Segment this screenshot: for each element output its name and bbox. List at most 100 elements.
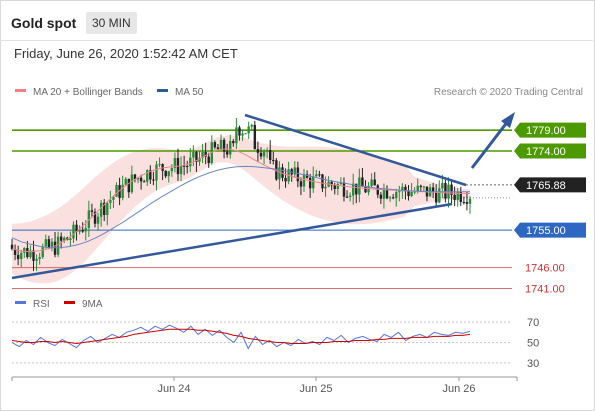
candle-body bbox=[155, 164, 158, 181]
legend-rsi-ma: 9MA bbox=[82, 299, 103, 310]
candle-body bbox=[438, 188, 441, 203]
candle-body bbox=[333, 185, 336, 189]
candle-body bbox=[96, 216, 100, 224]
candle-body bbox=[308, 177, 312, 189]
candle-body bbox=[87, 210, 91, 228]
candle-body bbox=[112, 196, 115, 200]
price-level-label-1765.88: 1765.88 bbox=[526, 180, 566, 192]
candle-body bbox=[339, 182, 343, 184]
forecast-arrow-head bbox=[501, 112, 515, 128]
price-tag-1779.00 bbox=[514, 122, 586, 138]
rsi-ma-line bbox=[11, 328, 471, 345]
candle-body bbox=[124, 178, 127, 185]
candle-body bbox=[13, 249, 17, 255]
candle-body bbox=[272, 159, 275, 161]
candle-body bbox=[244, 133, 247, 135]
candle-body bbox=[305, 174, 309, 178]
candle-body bbox=[318, 174, 321, 176]
legend-ma50: MA 50 bbox=[175, 87, 204, 98]
candle-body bbox=[388, 197, 392, 199]
candle-body bbox=[136, 177, 140, 180]
price-level-label-1779.00: 1779.00 bbox=[526, 125, 566, 137]
candle-body bbox=[158, 164, 161, 166]
candle-body bbox=[121, 184, 124, 198]
candle-body bbox=[302, 174, 306, 187]
price-level-label-1741.00: 1741.00 bbox=[525, 284, 565, 296]
candle-body bbox=[404, 186, 407, 192]
candle-body bbox=[189, 157, 192, 167]
candle-body bbox=[299, 181, 303, 187]
candle-body bbox=[81, 229, 84, 232]
candle-body bbox=[253, 124, 257, 150]
price-tag-1755.00 bbox=[514, 222, 586, 238]
candle-body bbox=[26, 247, 29, 258]
candle-body bbox=[35, 258, 38, 261]
candle-body bbox=[247, 126, 250, 134]
x-tick-label-jun-26: Jun 26 bbox=[442, 383, 475, 395]
interval-badge[interactable]: 30 MIN bbox=[86, 12, 137, 34]
candle-body bbox=[139, 177, 143, 182]
candle-body bbox=[373, 179, 376, 186]
price-level-label-1755.00: 1755.00 bbox=[526, 225, 566, 237]
candle-body bbox=[44, 239, 48, 247]
candle-body bbox=[312, 176, 315, 189]
candle-body bbox=[382, 188, 386, 199]
candle-body bbox=[324, 186, 327, 189]
candle-body bbox=[462, 202, 466, 204]
candle-body bbox=[364, 186, 367, 193]
candle-body bbox=[351, 183, 355, 196]
candle-body bbox=[72, 224, 75, 239]
candle-body bbox=[259, 152, 263, 157]
candle-body bbox=[90, 210, 94, 212]
x-tick-label-jun-24: Jun 24 bbox=[157, 383, 190, 395]
candle-body bbox=[296, 167, 300, 182]
candle-body bbox=[370, 179, 373, 186]
candle-body bbox=[315, 174, 318, 177]
candle-body bbox=[465, 202, 469, 204]
x-tick-label-jun-25: Jun 25 bbox=[299, 383, 332, 395]
legend-ma20-bollinger: MA 20 + Bollinger Bands bbox=[33, 87, 143, 98]
candle-body bbox=[118, 185, 121, 198]
candle-body bbox=[453, 194, 456, 201]
price-tag-1765.88 bbox=[514, 177, 586, 193]
forecast-arrow-shaft bbox=[470, 120, 510, 169]
bollinger-band bbox=[12, 135, 470, 284]
candle-body bbox=[401, 186, 404, 192]
candle-body bbox=[219, 139, 223, 150]
candle-body bbox=[398, 191, 401, 193]
candle-body bbox=[32, 250, 35, 261]
candle-body bbox=[321, 174, 324, 189]
candle-body bbox=[103, 202, 106, 216]
candle-body bbox=[256, 149, 260, 153]
candle-body bbox=[192, 151, 195, 158]
candle-body bbox=[278, 167, 281, 180]
candle-body bbox=[262, 151, 266, 157]
candle-body bbox=[395, 192, 398, 199]
candle-body bbox=[450, 184, 453, 195]
candle-body bbox=[146, 170, 149, 182]
candle-body bbox=[56, 236, 60, 255]
candle-body bbox=[361, 177, 364, 187]
legend-swatch-ma50 bbox=[157, 89, 168, 92]
candle-body bbox=[167, 171, 170, 177]
legend-swatch-rsi-ma bbox=[64, 301, 75, 304]
candle-body bbox=[434, 192, 438, 203]
candle-body bbox=[336, 183, 340, 189]
candle-body bbox=[431, 187, 435, 193]
candle-body bbox=[115, 185, 118, 197]
candle-body bbox=[50, 241, 54, 248]
candle-body bbox=[293, 167, 296, 175]
candle-body bbox=[38, 257, 41, 259]
candle-body bbox=[164, 170, 167, 177]
candle-body bbox=[238, 127, 241, 136]
widget-header: Gold spot 30 MIN bbox=[0, 0, 593, 41]
instrument-title: Gold spot bbox=[11, 15, 77, 31]
candle-body bbox=[241, 133, 244, 136]
candle-body bbox=[20, 252, 23, 260]
rsi-tick-70: 70 bbox=[527, 317, 539, 329]
candle-body bbox=[106, 203, 109, 216]
price-level-label-1746.00: 1746.00 bbox=[525, 263, 565, 275]
candle-body bbox=[201, 152, 204, 158]
candle-body bbox=[10, 244, 14, 250]
candle-body bbox=[179, 165, 183, 175]
